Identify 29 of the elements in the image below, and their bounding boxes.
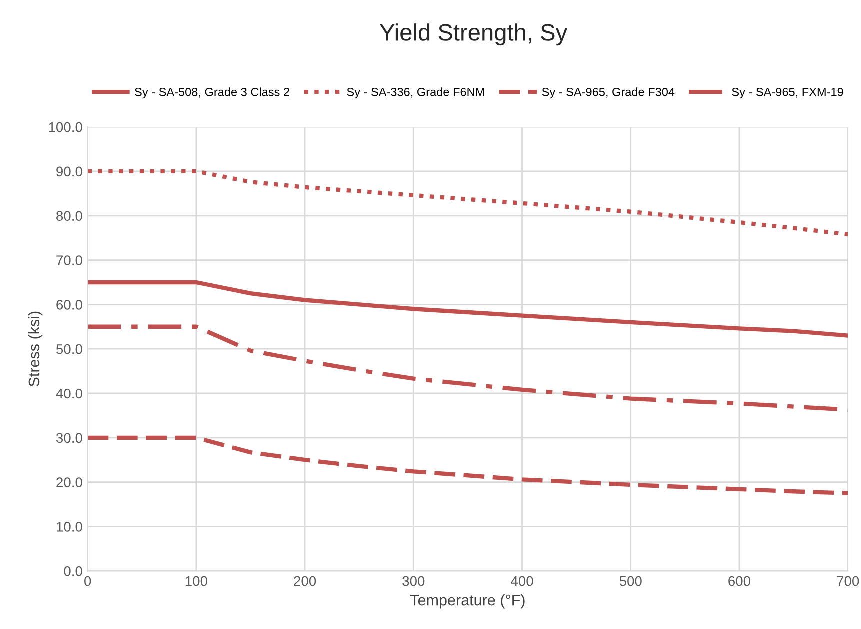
line-series <box>88 436 848 496</box>
x-tick-label: 100 <box>186 576 208 586</box>
y-tick-label: 0.0 <box>64 566 82 576</box>
legend-label: Sy - SA-965, Grade F304 <box>542 88 675 99</box>
y-tick-label: 80.0 <box>56 211 82 222</box>
y-tick-label: 70.0 <box>56 256 82 266</box>
x-tick-label: 600 <box>728 576 751 586</box>
y-axis-title: Stress (ksi) <box>28 312 43 387</box>
x-tick-label: 500 <box>620 576 642 586</box>
line-series <box>88 280 848 338</box>
y-tick-label: 50.0 <box>56 344 82 354</box>
x-tick-label: 0 <box>84 576 92 586</box>
y-tick-label: 90.0 <box>56 166 82 177</box>
legend-label: Sy - SA-336, Grade F6NM <box>347 88 484 99</box>
y-tick-label: 100.0 <box>49 122 82 132</box>
line-series <box>88 169 848 237</box>
y-tick-label: 20.0 <box>56 478 82 488</box>
x-axis-title: Temperature (°F) <box>410 594 525 609</box>
y-tick-label: 40.0 <box>56 388 82 399</box>
y-tick-label: 10.0 <box>56 522 82 532</box>
x-tick-label: 300 <box>402 576 425 586</box>
legend-label: Sy - SA-508, Grade 3 Class 2 <box>135 88 290 99</box>
legend-label: Sy - SA-965, FXM-19 <box>732 88 844 99</box>
y-tick-label: 60.0 <box>56 300 82 310</box>
y-tick-label: 30.0 <box>56 433 82 444</box>
x-tick-label: 700 <box>837 576 860 586</box>
x-tick-label: 400 <box>510 576 534 586</box>
x-tick-label: 200 <box>294 576 316 586</box>
chart-title: Yield Strength, Sy <box>380 24 568 46</box>
